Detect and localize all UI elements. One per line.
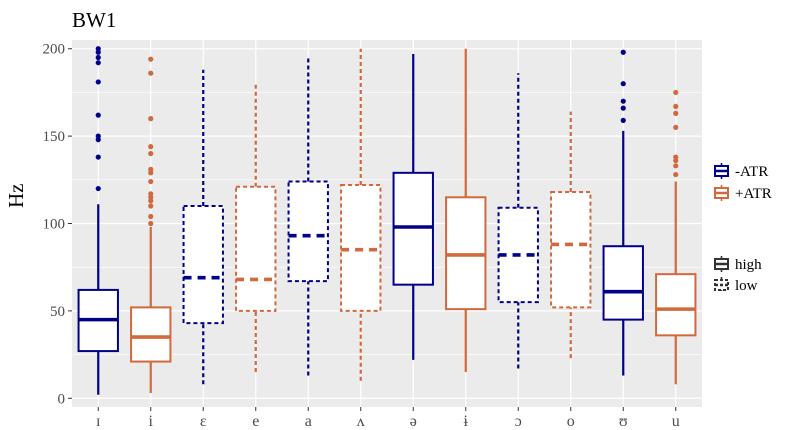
x-tick-label: ʊ [619, 413, 628, 430]
outlier-point [673, 89, 679, 96]
box-ɔ [497, 73, 539, 369]
box-ɛ [182, 69, 224, 385]
x-tick-label: u [672, 413, 680, 430]
box-iqr [602, 245, 644, 321]
outlier-point [148, 70, 154, 76]
outlier-point [95, 133, 101, 139]
box-ɨ [445, 48, 487, 373]
box-ʌ [340, 48, 382, 381]
outlier-point [620, 105, 626, 111]
outlier-point [148, 56, 154, 62]
outlier-point [148, 178, 154, 185]
box-u [655, 89, 697, 385]
x-tick-label: i [149, 413, 154, 430]
y-tick-label: 150 [43, 129, 66, 145]
box-iqr [655, 273, 697, 337]
outlier-point [148, 213, 154, 220]
outlier-point [95, 46, 101, 52]
box-iqr [287, 180, 329, 283]
outlier-point [95, 54, 101, 61]
legend-item: high [714, 256, 762, 273]
legend: -ATR +ATR high low [714, 163, 772, 294]
box-iqr [235, 185, 277, 312]
x-tick-label: ɪ [96, 413, 100, 430]
outlier-point [620, 117, 626, 123]
outlier-point [673, 163, 679, 169]
legend-item: low [714, 277, 758, 294]
x-tick-label: ʌ [357, 413, 365, 430]
y-tick-label: 100 [43, 217, 66, 233]
outlier-point [673, 103, 679, 110]
outlier-point [673, 110, 679, 116]
box-ə [392, 53, 434, 360]
x-tick-label: ɨ [464, 413, 469, 430]
box-iqr [130, 306, 172, 363]
outlier-point [148, 203, 154, 209]
box-a [287, 55, 329, 376]
x-tick-label: e [252, 413, 259, 430]
box-iqr [550, 191, 592, 309]
outlier-point [95, 60, 101, 66]
outlier-point [148, 150, 154, 157]
box-iqr [182, 205, 224, 325]
outlier-point [673, 154, 679, 160]
outlier-point [148, 144, 154, 150]
x-tick-label: o [567, 413, 575, 430]
box-i [130, 56, 172, 394]
outlier-point [673, 171, 679, 178]
x-tick-label: ə [410, 413, 417, 430]
box-e [235, 83, 277, 373]
legend-item: -ATR [714, 163, 768, 180]
y-axis: 0 50 100 150 200 [43, 42, 72, 407]
outlier-point [95, 79, 101, 85]
boxes [77, 46, 697, 395]
outlier-point [148, 166, 154, 172]
outlier-point [148, 116, 154, 122]
legend-label: low [735, 278, 758, 294]
box-o [550, 111, 592, 359]
x-tick-label: a [305, 413, 312, 430]
y-tick-label: 50 [50, 304, 65, 320]
outlier-point [95, 185, 101, 192]
outlier-point [620, 81, 626, 87]
outlier-point [148, 220, 154, 227]
legend-item: +ATR [714, 185, 772, 202]
box-ʊ [602, 49, 644, 376]
outlier-point [620, 98, 626, 104]
legend-label: +ATR [735, 186, 772, 202]
x-tick-label: ɔ [515, 413, 522, 430]
outlier-point [95, 154, 101, 160]
legend-label: -ATR [735, 164, 768, 180]
outlier-point [148, 191, 154, 197]
y-tick-label: 0 [58, 391, 66, 407]
legend-label: high [735, 257, 762, 273]
y-tick-label: 200 [43, 42, 66, 58]
outlier-point [95, 112, 101, 118]
x-tick-label: ɛ [200, 413, 207, 430]
chart-title: BW1 [72, 8, 117, 32]
outlier-point [620, 49, 626, 55]
outlier-point [673, 124, 679, 130]
box-ɪ [77, 46, 119, 395]
